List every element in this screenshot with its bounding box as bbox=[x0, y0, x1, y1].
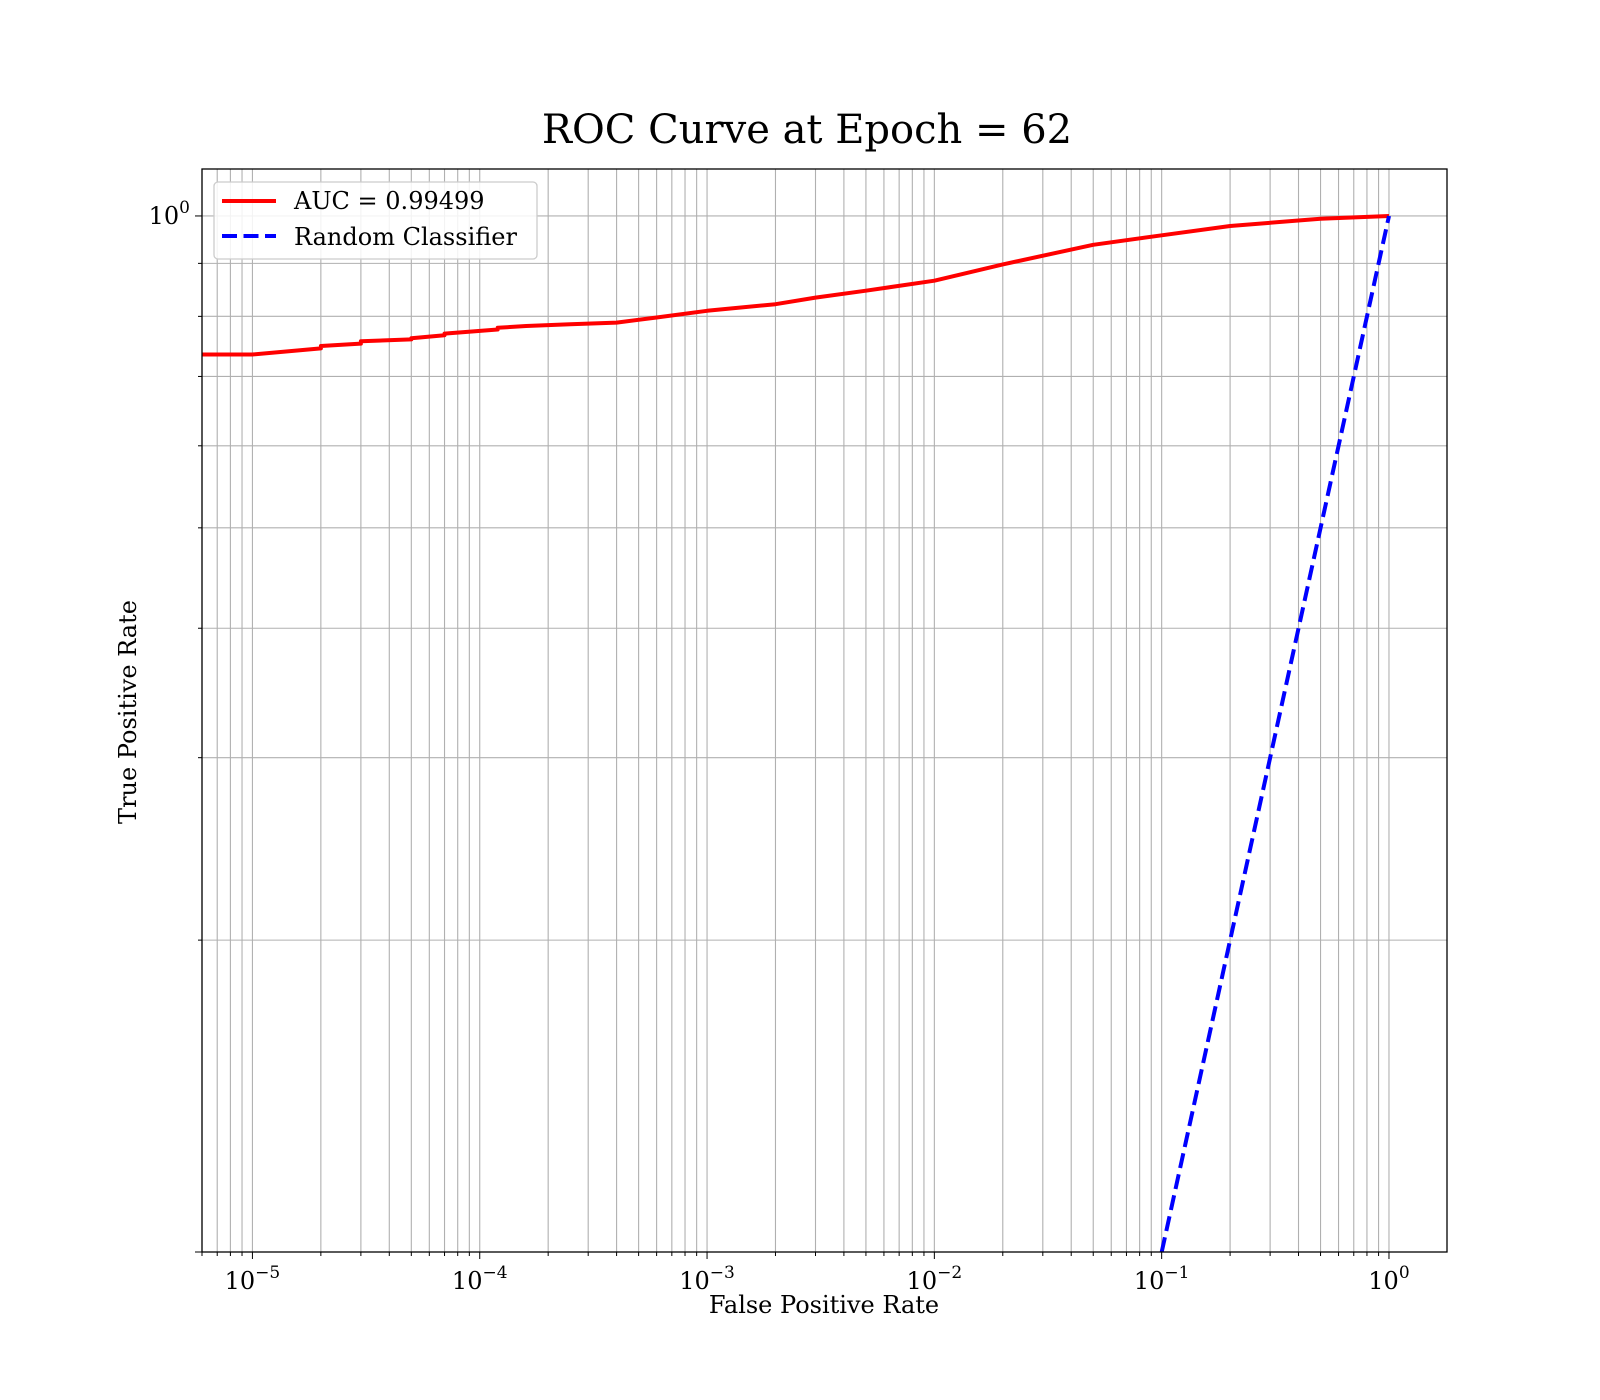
x-tick-label: 100 bbox=[1368, 1263, 1409, 1295]
x-tick-label: 10−4 bbox=[452, 1263, 508, 1295]
x-tick-label: 10−5 bbox=[225, 1263, 281, 1295]
series-line-random-classifier bbox=[1159, 215, 1391, 1252]
x-tick-label: 10−2 bbox=[907, 1263, 963, 1295]
legend-box bbox=[213, 181, 538, 260]
y-axis-label: True Positive Rate bbox=[114, 600, 142, 824]
y-tick-label: 100 bbox=[149, 198, 190, 230]
legend-label-roc: AUC = 0.99499 bbox=[293, 187, 485, 215]
x-tick-label: 10−1 bbox=[1134, 1263, 1190, 1295]
x-axis-label: False Positive Rate bbox=[709, 1291, 939, 1319]
x-axis-ticks: 10−5 10−4 10−3 10−2 10−1 100 bbox=[201, 1252, 1410, 1295]
legend: AUC = 0.99499 Random Classifier bbox=[213, 181, 538, 260]
chart-title: ROC Curve at Epoch = 62 bbox=[542, 107, 1072, 153]
series-line-roc bbox=[202, 214, 1390, 357]
y-axis-ticks: 100 bbox=[149, 198, 202, 1253]
grid bbox=[201, 169, 1447, 1253]
legend-label-random-classifier: Random Classifier bbox=[294, 223, 517, 251]
x-tick-label: 10−3 bbox=[679, 1263, 735, 1295]
plot-frame bbox=[201, 168, 1448, 1253]
